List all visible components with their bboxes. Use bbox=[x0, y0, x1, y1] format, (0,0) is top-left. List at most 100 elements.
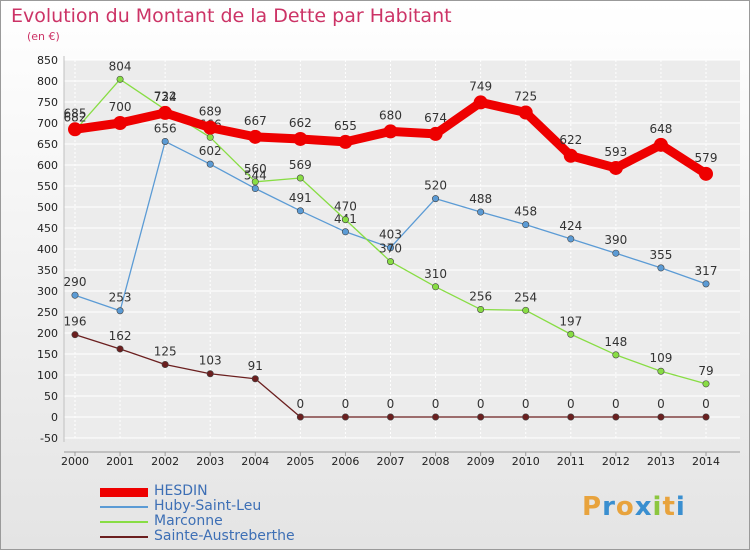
data-label: 256 bbox=[469, 289, 492, 303]
data-point bbox=[341, 413, 349, 421]
data-label: 317 bbox=[695, 264, 718, 278]
x-tick-label: 2000 bbox=[61, 455, 89, 468]
data-point bbox=[251, 375, 259, 383]
data-label: 0 bbox=[297, 397, 305, 411]
y-tick-label: 450 bbox=[37, 222, 58, 235]
data-label: 390 bbox=[604, 233, 627, 247]
data-point bbox=[161, 137, 169, 145]
data-label: 602 bbox=[199, 144, 222, 158]
data-point bbox=[161, 360, 169, 368]
data-label: 0 bbox=[612, 397, 620, 411]
data-label: 290 bbox=[64, 275, 87, 289]
data-label: 804 bbox=[109, 59, 132, 73]
legend-label: Marconne bbox=[154, 513, 223, 529]
data-label: 560 bbox=[244, 162, 267, 176]
data-point bbox=[477, 413, 485, 421]
data-label: 370 bbox=[379, 242, 402, 256]
data-point bbox=[386, 413, 394, 421]
data-point bbox=[522, 413, 530, 421]
x-tick-label: 2009 bbox=[467, 455, 495, 468]
data-point bbox=[567, 413, 575, 421]
data-label: 674 bbox=[424, 111, 447, 125]
data-point bbox=[477, 305, 485, 313]
data-point bbox=[116, 75, 124, 83]
legend-swatch bbox=[100, 536, 148, 538]
data-label: 0 bbox=[342, 397, 350, 411]
data-point bbox=[657, 413, 665, 421]
legend-swatch bbox=[100, 506, 148, 508]
data-label: 491 bbox=[289, 191, 312, 205]
data-point bbox=[296, 413, 304, 421]
data-label: 0 bbox=[477, 397, 485, 411]
y-tick-label: 150 bbox=[37, 348, 58, 361]
data-label: 725 bbox=[514, 90, 537, 104]
data-point bbox=[522, 221, 530, 229]
data-label: 488 bbox=[469, 192, 492, 206]
data-point bbox=[657, 367, 665, 375]
x-tick-label: 2004 bbox=[241, 455, 269, 468]
data-point bbox=[341, 216, 349, 224]
y-tick-label: 700 bbox=[37, 117, 58, 130]
legend-swatch bbox=[100, 521, 148, 523]
data-point bbox=[68, 122, 82, 137]
y-tick-label: 350 bbox=[37, 264, 58, 277]
data-label: 622 bbox=[559, 133, 582, 147]
data-label: 0 bbox=[387, 397, 395, 411]
data-label: 569 bbox=[289, 158, 312, 172]
data-point bbox=[702, 380, 710, 388]
data-label: 91 bbox=[248, 359, 263, 373]
data-point bbox=[113, 116, 128, 130]
data-label: 109 bbox=[649, 351, 672, 365]
data-label: 682 bbox=[64, 111, 87, 125]
data-label: 355 bbox=[649, 248, 672, 262]
x-tick-label: 2002 bbox=[151, 455, 179, 468]
data-label: 470 bbox=[334, 200, 357, 214]
data-point bbox=[432, 195, 440, 203]
data-point bbox=[383, 124, 398, 139]
data-point bbox=[657, 264, 665, 272]
data-label: 544 bbox=[244, 169, 267, 183]
y-tick-label: 850 bbox=[37, 54, 58, 67]
x-tick-label: 2007 bbox=[377, 455, 405, 468]
data-label: 403 bbox=[379, 228, 402, 242]
data-point bbox=[206, 160, 214, 168]
data-point bbox=[653, 137, 668, 152]
data-point bbox=[567, 330, 575, 338]
data-label: 579 bbox=[695, 151, 718, 165]
data-point bbox=[296, 174, 304, 182]
data-label: 424 bbox=[559, 219, 582, 233]
data-point bbox=[702, 413, 710, 421]
data-point bbox=[612, 413, 620, 421]
x-tick-label: 2006 bbox=[331, 455, 359, 468]
data-label: 125 bbox=[154, 345, 177, 359]
data-point bbox=[428, 126, 443, 141]
chart-title: Evolution du Montant de la Dette par Hab… bbox=[11, 5, 452, 27]
x-tick-label: 2010 bbox=[512, 455, 540, 468]
data-label: 648 bbox=[649, 122, 672, 136]
data-label: 593 bbox=[604, 145, 627, 159]
data-point bbox=[567, 235, 575, 243]
data-point bbox=[203, 120, 218, 135]
y-tick-label: 800 bbox=[37, 75, 58, 88]
data-point bbox=[432, 283, 440, 291]
data-point bbox=[477, 208, 485, 216]
data-point bbox=[293, 131, 308, 146]
legend-swatch bbox=[100, 488, 148, 497]
data-label: 254 bbox=[514, 290, 537, 304]
data-label: 724 bbox=[154, 90, 177, 104]
data-label: 0 bbox=[567, 397, 575, 411]
data-label: 732 bbox=[154, 90, 177, 104]
data-label: 310 bbox=[424, 267, 447, 281]
data-label: 197 bbox=[559, 314, 582, 328]
y-tick-label: 550 bbox=[37, 180, 58, 193]
data-point bbox=[116, 307, 124, 315]
y-tick-label: 100 bbox=[37, 369, 58, 382]
data-label: 162 bbox=[109, 329, 132, 343]
x-tick-label: 2013 bbox=[647, 455, 675, 468]
x-tick-label: 2003 bbox=[196, 455, 224, 468]
x-tick-label: 2014 bbox=[692, 455, 720, 468]
data-point bbox=[522, 306, 530, 314]
data-point bbox=[563, 148, 578, 163]
data-label: 656 bbox=[154, 121, 177, 135]
y-tick-label: 250 bbox=[37, 306, 58, 319]
